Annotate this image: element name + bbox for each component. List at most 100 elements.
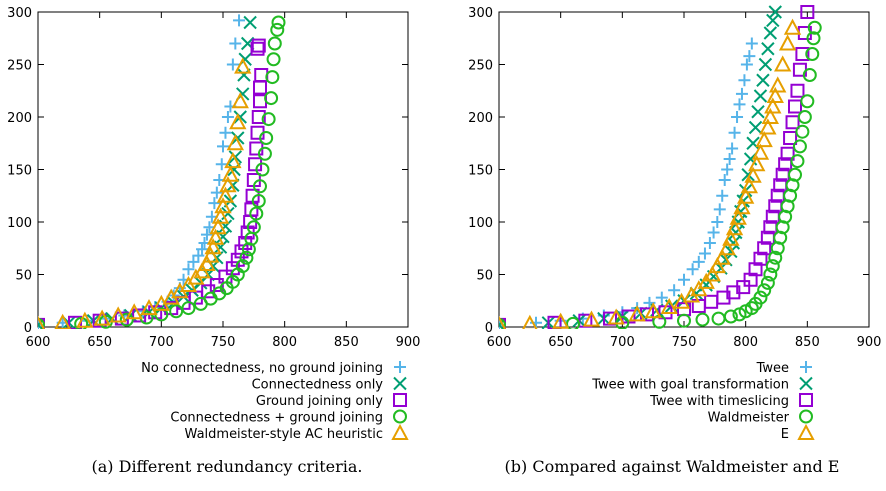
data-point — [234, 57, 252, 74]
data-point — [790, 83, 805, 98]
data-point — [713, 203, 726, 216]
x-tick-label: 900 — [857, 335, 882, 350]
y-tick-label: 250 — [468, 59, 493, 74]
data-point — [733, 198, 751, 215]
data-point — [692, 255, 705, 268]
data-point — [677, 313, 691, 328]
legend-label: E — [781, 427, 789, 442]
data-point — [267, 36, 282, 51]
data-point — [251, 194, 266, 208]
data-point — [761, 42, 775, 56]
data-point — [255, 162, 270, 177]
legend-marker — [800, 361, 812, 373]
data-point — [711, 311, 726, 326]
data-point — [764, 97, 782, 114]
data-point — [713, 248, 731, 265]
data-point — [723, 153, 736, 165]
legend-label: Waldmeister-style AC heuristic — [185, 427, 383, 442]
data-point — [704, 294, 719, 309]
data-point — [221, 165, 240, 182]
legend-label: No connectedness, no ground joining — [141, 361, 383, 376]
data-point — [800, 94, 815, 109]
data-point — [780, 146, 795, 161]
data-point — [744, 301, 759, 316]
data-point — [499, 315, 507, 329]
series-0 — [499, 37, 758, 329]
legend-label: Connectedness only — [252, 378, 384, 393]
data-point — [778, 34, 797, 51]
data-point — [109, 306, 127, 323]
data-point — [257, 146, 272, 161]
y-tick-label: 150 — [468, 164, 493, 179]
y-tick-label: 50 — [476, 269, 493, 284]
data-point — [607, 308, 625, 325]
data-point — [233, 14, 246, 27]
data-point — [792, 139, 807, 154]
data-point — [802, 68, 817, 82]
x-tick-label: 700 — [610, 335, 635, 350]
data-point — [204, 238, 222, 255]
data-point — [716, 189, 729, 202]
data-point — [226, 58, 239, 71]
data-point — [261, 112, 276, 127]
data-point — [807, 20, 822, 35]
data-point — [778, 157, 793, 172]
legend-marker — [391, 423, 409, 440]
x-tick-label: 900 — [396, 335, 421, 350]
x-tick-label: 800 — [733, 335, 758, 350]
data-point — [132, 308, 147, 323]
data-point — [748, 120, 763, 135]
y-tick-label: 250 — [7, 59, 32, 74]
x-tick-label: 800 — [272, 335, 297, 350]
x-tick-label: 750 — [211, 335, 236, 350]
data-point — [219, 126, 232, 139]
data-point — [93, 309, 111, 326]
data-point — [751, 105, 765, 119]
data-point — [196, 243, 209, 256]
series-0 — [38, 14, 246, 329]
data-point — [655, 291, 668, 304]
data-point — [522, 314, 538, 329]
data-point — [729, 208, 747, 225]
data-point — [38, 317, 45, 329]
data-point — [239, 250, 254, 265]
data-point — [206, 228, 225, 245]
data-point — [235, 259, 250, 274]
data-point — [753, 290, 768, 305]
data-point — [763, 267, 778, 282]
data-point — [766, 13, 780, 28]
data-point — [578, 313, 593, 328]
data-point — [259, 131, 274, 145]
data-point — [660, 297, 678, 315]
data-point — [760, 275, 775, 290]
series-3 — [499, 20, 822, 329]
data-point — [718, 239, 736, 256]
caption-b: (b) Compared against Waldmeister and E — [505, 457, 840, 476]
data-point — [233, 110, 247, 124]
y-tick-label: 300 — [468, 6, 493, 21]
legend-marker — [393, 393, 407, 407]
data-point — [795, 47, 810, 61]
data-point — [119, 312, 134, 327]
data-point — [703, 265, 722, 282]
data-point — [736, 280, 751, 295]
data-point — [740, 58, 753, 71]
x-tick-label: 700 — [149, 335, 174, 350]
data-point — [551, 312, 570, 329]
caption-a: (a) Different redundancy criteria. — [92, 457, 363, 476]
data-point — [253, 179, 267, 194]
series-2 — [499, 5, 815, 329]
y-tick-label: 100 — [7, 216, 32, 231]
data-point — [198, 254, 216, 271]
y-tick-label: 0 — [485, 321, 493, 336]
data-point — [271, 15, 286, 30]
data-point — [757, 283, 772, 298]
data-point — [229, 113, 247, 130]
x-tick-label: 850 — [795, 335, 820, 350]
legend-marker — [394, 361, 406, 373]
data-point — [744, 166, 762, 183]
data-point — [668, 284, 681, 297]
data-point — [217, 140, 229, 153]
data-point — [735, 87, 748, 100]
data-point — [731, 111, 744, 123]
